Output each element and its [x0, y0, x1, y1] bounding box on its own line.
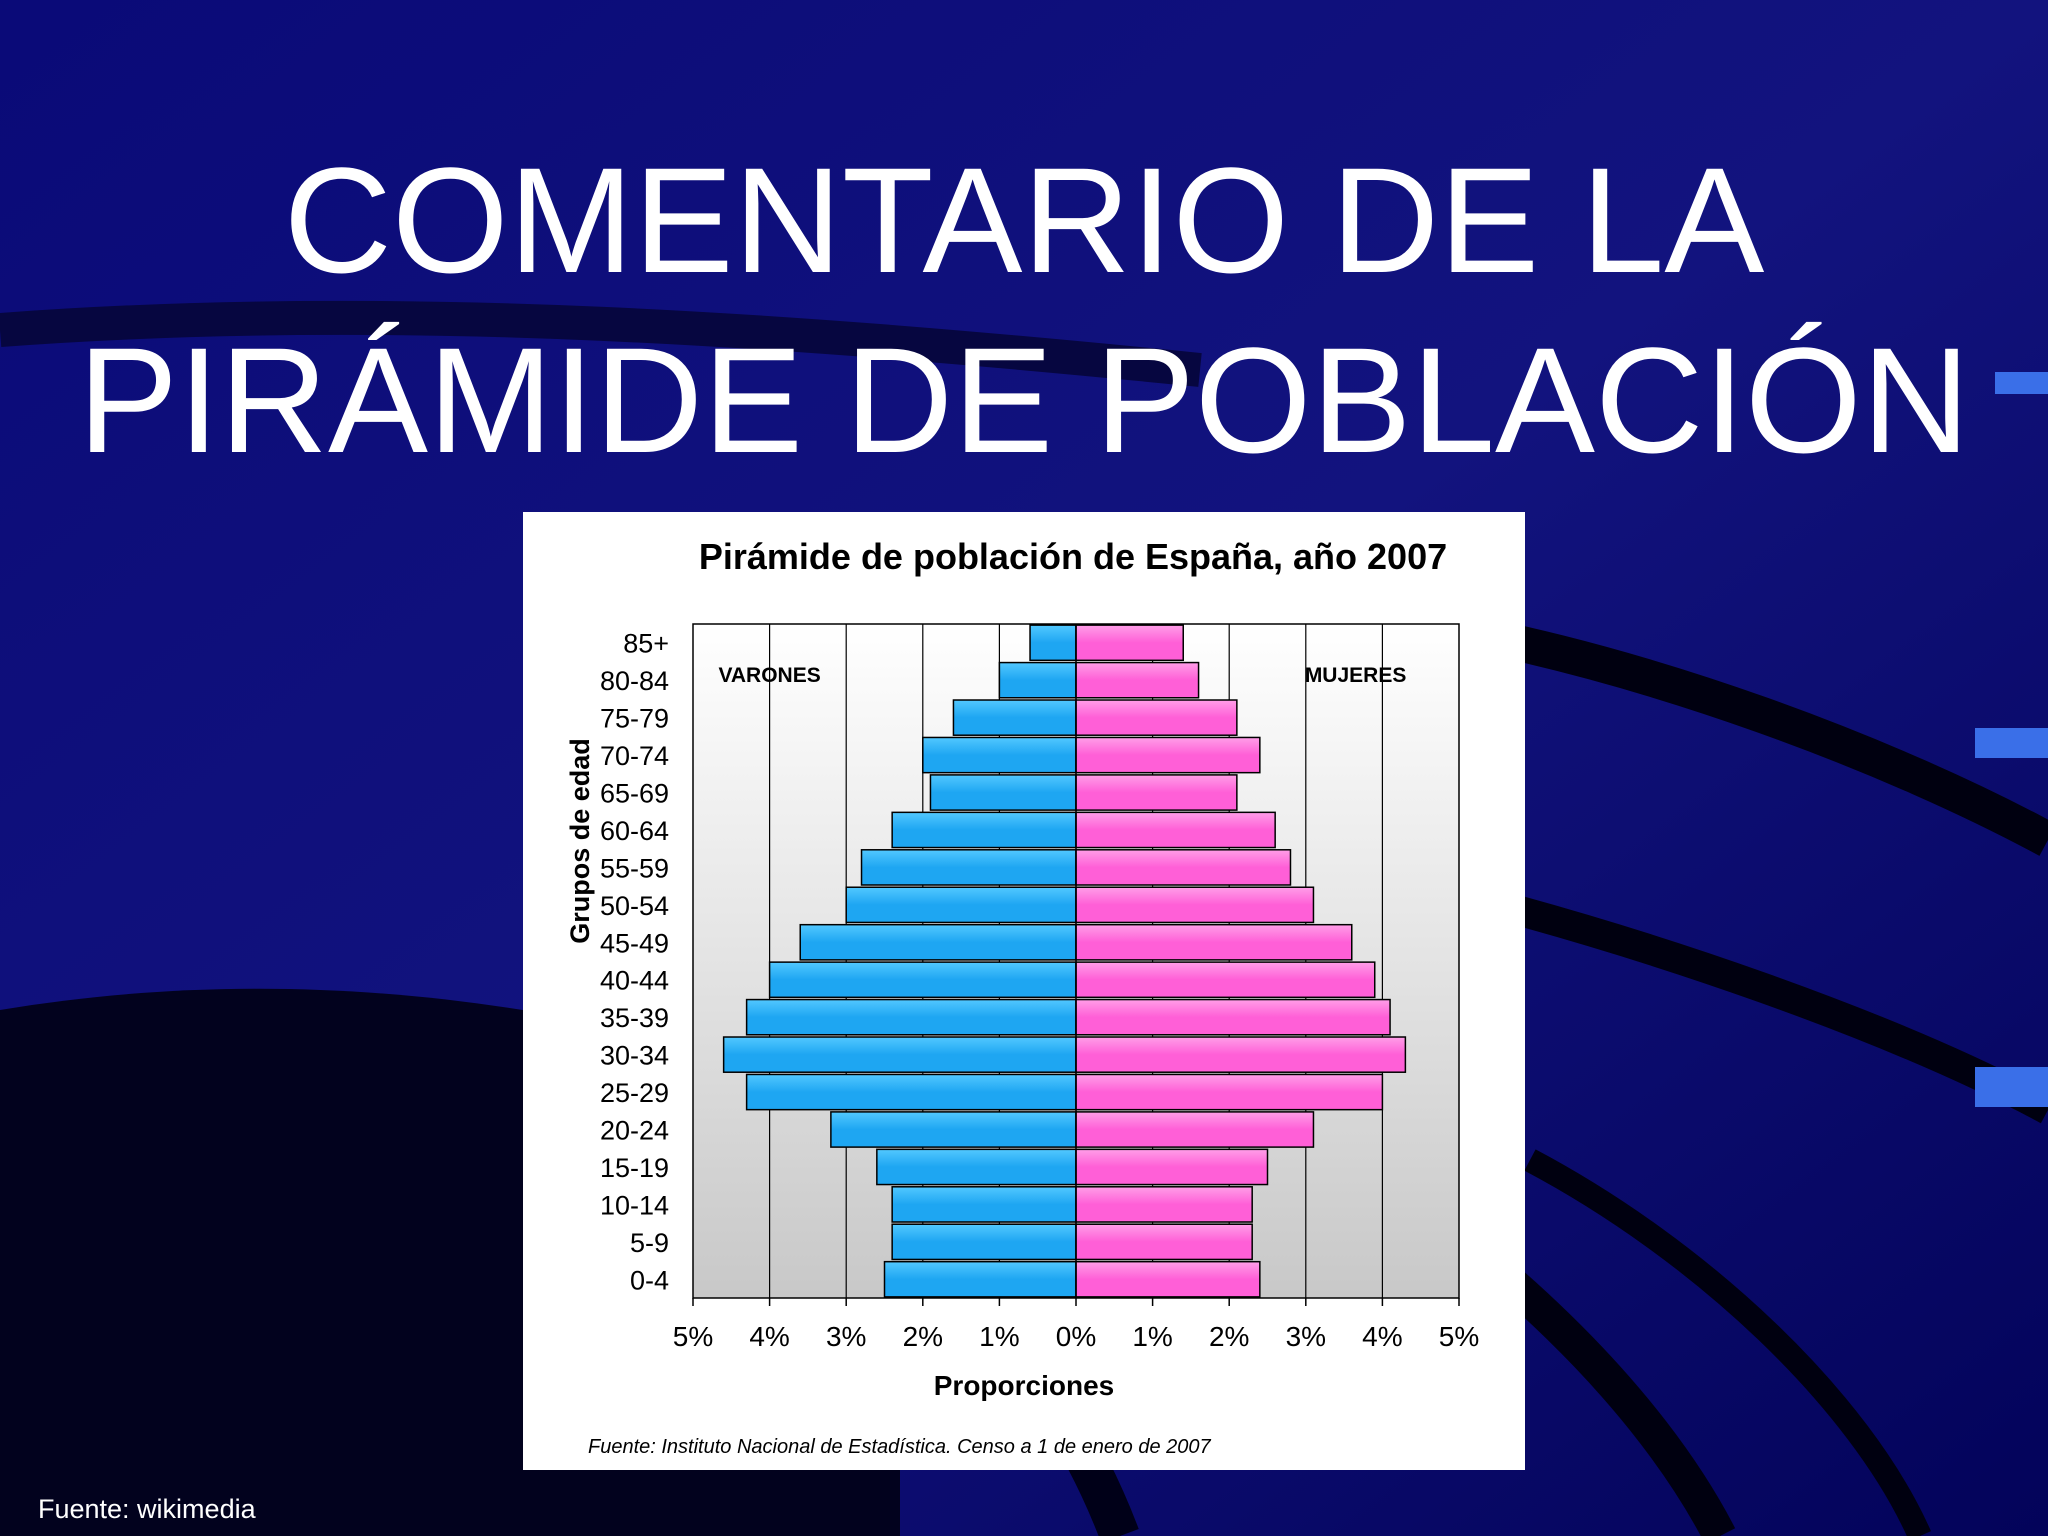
y-tick-label: 10-14: [600, 1190, 669, 1220]
y-tick-label: 70-74: [600, 741, 669, 771]
y-tick-label: 20-24: [600, 1116, 669, 1146]
x-tick-label: 4%: [749, 1321, 789, 1352]
bar-mujeres-15-19: [1075, 1148, 1269, 1186]
bar-varones-20-24: [830, 1111, 1077, 1148]
slide-title: COMENTARIO DE LA PIRÁMIDE DE POBLACIÓN: [0, 130, 2048, 490]
bar-varones-45-49: [799, 923, 1077, 961]
bar-varones-55-59: [860, 849, 1077, 886]
bar-varones-40-44: [768, 961, 1077, 999]
x-tick-label: 2%: [903, 1321, 943, 1352]
chart-title: Pirámide de población de España, año 200…: [698, 536, 1448, 577]
bar-mujeres-10-14: [1075, 1186, 1253, 1223]
x-tick-label: 4%: [1362, 1321, 1402, 1352]
y-tick-label: 5-9: [630, 1228, 669, 1258]
x-tick-label: 5%: [673, 1321, 713, 1352]
slide-title-line-1: COMENTARIO DE LA: [283, 136, 1765, 304]
bar-mujeres-75-79: [1075, 699, 1238, 736]
y-tick-label: 30-34: [600, 1041, 669, 1071]
y-tick-label: 40-44: [600, 966, 669, 996]
x-tick-label: 3%: [1286, 1321, 1326, 1352]
y-tick-label: 85+: [623, 629, 669, 659]
bar-varones-30-34: [722, 1036, 1077, 1073]
bar-mujeres-5-9: [1075, 1223, 1253, 1261]
bar-mujeres-85+: [1075, 624, 1184, 662]
bar-varones-75-79: [952, 699, 1077, 736]
population-pyramid-chart: 0-4 5-9 10-14 15-19 20-24 25-29 30-34 35-39 40-4…: [600, 623, 1479, 1352]
bar-varones-0-4: [883, 1260, 1077, 1298]
bar-varones-35-39: [745, 998, 1077, 1036]
bar-mujeres-0-4: [1075, 1260, 1261, 1298]
y-tick-label: 35-39: [600, 1003, 669, 1033]
x-tick-label: 3%: [826, 1321, 866, 1352]
bar-mujeres-30-34: [1075, 1036, 1407, 1073]
x-tick-label: 1%: [979, 1321, 1019, 1352]
x-tick-label: 2%: [1209, 1321, 1249, 1352]
bar-mujeres-45-49: [1075, 923, 1353, 961]
bar-mujeres-65-69: [1075, 774, 1238, 811]
bar-varones-60-64: [891, 811, 1077, 849]
y-axis-label: Grupos de edad: [565, 738, 595, 944]
bar-mujeres-40-44: [1075, 961, 1376, 999]
y-tick-label: 15-19: [600, 1153, 669, 1183]
y-tick-label: 25-29: [600, 1078, 669, 1108]
bar-mujeres-60-64: [1075, 811, 1276, 849]
bar-varones-25-29: [745, 1073, 1077, 1111]
series-label-mujeres: MUJERES: [1305, 664, 1407, 687]
y-tick-label: 80-84: [600, 666, 669, 696]
x-tick-label: 0%: [1056, 1321, 1096, 1352]
y-tick-label: 60-64: [600, 816, 669, 846]
bar-mujeres-55-59: [1075, 849, 1292, 886]
bar-varones-15-19: [876, 1148, 1077, 1186]
y-tick-label: 55-59: [600, 853, 669, 883]
y-tick-label: 75-79: [600, 704, 669, 734]
x-axis-label: Proporciones: [933, 1370, 1115, 1401]
chart-panel: 0-4 5-9 10-14 15-19 20-24 25-29 30-34 35-39 40-4…: [523, 512, 1525, 1470]
x-tick-label: 5%: [1439, 1321, 1479, 1352]
bar-mujeres-80-84: [1075, 661, 1200, 699]
bar-mujeres-70-74: [1075, 736, 1261, 774]
footer-credit: Fuente: wikimedia: [38, 1494, 256, 1524]
x-tick-label: 1%: [1132, 1321, 1172, 1352]
y-tick-label: 65-69: [600, 779, 669, 809]
bar-varones-5-9: [891, 1223, 1077, 1261]
bar-mujeres-20-24: [1075, 1111, 1315, 1148]
y-tick-label: 50-54: [600, 891, 669, 921]
series-label-varones: VARONES: [718, 664, 820, 687]
chart-source: Fuente: Instituto Nacional de Estadístic…: [588, 1436, 1211, 1458]
y-tick-label: 45-49: [600, 928, 669, 958]
bar-varones-80-84: [998, 661, 1077, 699]
bar-varones-70-74: [922, 736, 1077, 774]
y-tick-label: 0-4: [630, 1265, 669, 1295]
bar-mujeres-25-29: [1075, 1073, 1384, 1111]
bar-varones-85+: [1029, 624, 1077, 662]
bar-mujeres-35-39: [1075, 998, 1391, 1036]
slide-title-line-2: PIRÁMIDE DE POBLACIÓN: [77, 316, 1971, 484]
bar-mujeres-50-54: [1075, 886, 1315, 924]
bar-varones-65-69: [929, 774, 1077, 811]
bar-varones-10-14: [891, 1186, 1077, 1223]
bar-varones-50-54: [845, 886, 1077, 924]
